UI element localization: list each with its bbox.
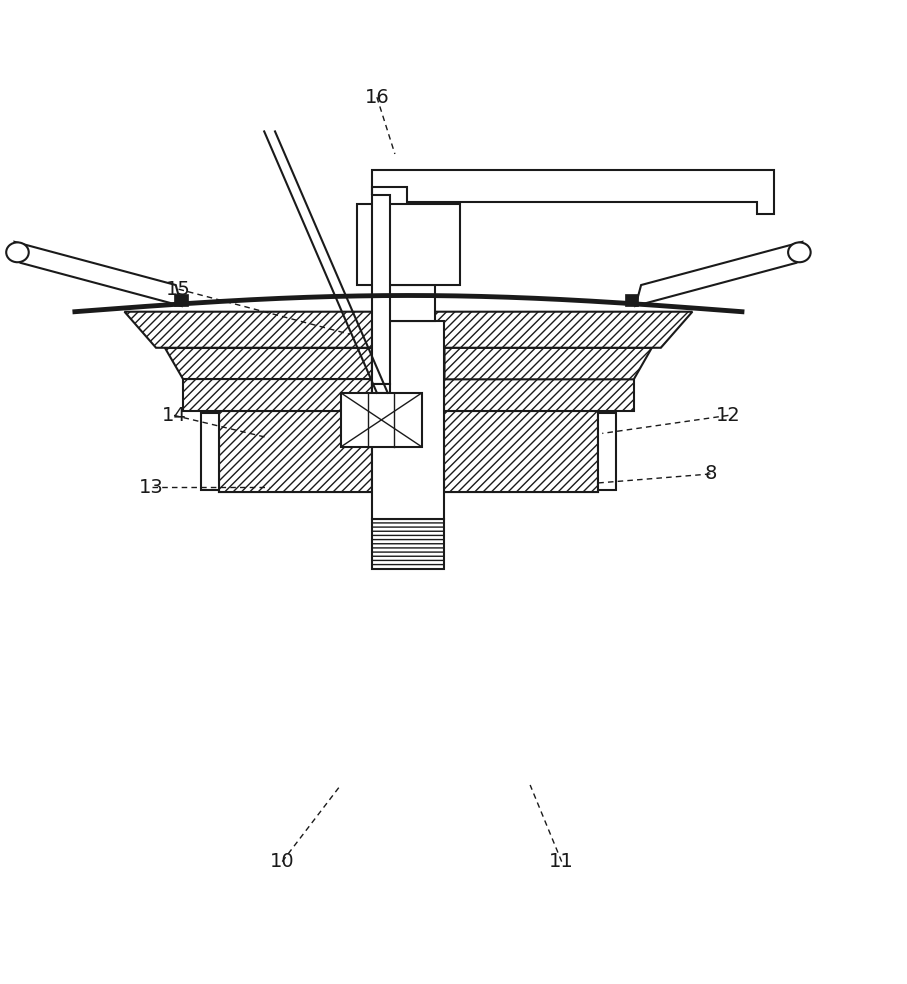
Text: 13: 13	[139, 478, 164, 497]
Text: 14: 14	[161, 405, 187, 425]
Text: 11: 11	[550, 852, 574, 871]
Bar	[598, 413, 616, 490]
Polygon shape	[183, 379, 373, 411]
Text: 16: 16	[365, 88, 389, 106]
Polygon shape	[174, 293, 188, 306]
Polygon shape	[165, 347, 373, 379]
Polygon shape	[219, 478, 373, 492]
Text: 10: 10	[270, 852, 295, 871]
Polygon shape	[444, 478, 598, 492]
Bar	[356, 204, 460, 284]
Polygon shape	[444, 379, 634, 411]
Polygon shape	[15, 242, 181, 306]
Polygon shape	[444, 347, 652, 379]
Polygon shape	[219, 411, 373, 492]
Text: 15: 15	[166, 279, 191, 299]
Polygon shape	[636, 242, 802, 306]
Polygon shape	[124, 312, 692, 347]
Bar	[373, 321, 444, 519]
Polygon shape	[373, 170, 774, 215]
Bar	[201, 413, 219, 490]
Bar	[373, 195, 390, 384]
Bar	[381, 284, 435, 321]
Ellipse shape	[6, 242, 29, 263]
Bar	[341, 393, 422, 447]
Bar	[373, 384, 390, 393]
Text: 12: 12	[716, 405, 741, 425]
Text: 8: 8	[704, 464, 717, 483]
Polygon shape	[625, 293, 639, 306]
Polygon shape	[444, 411, 598, 492]
Bar	[373, 519, 444, 569]
Ellipse shape	[788, 242, 811, 263]
